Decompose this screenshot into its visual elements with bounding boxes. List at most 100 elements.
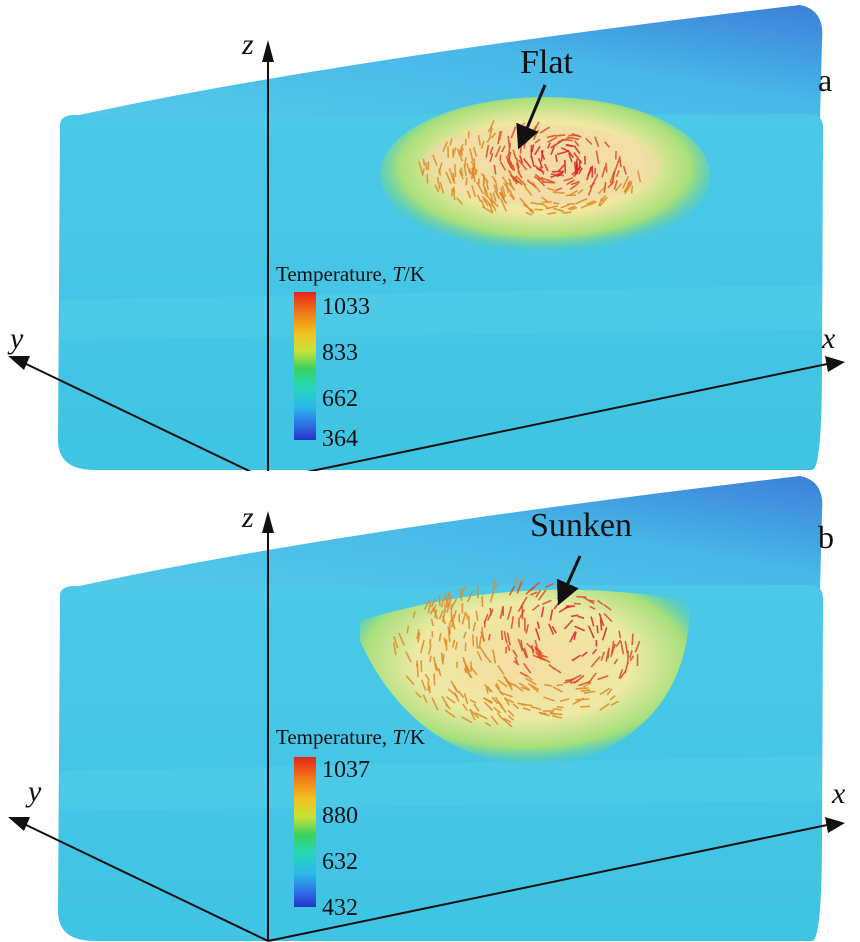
velocity-vector bbox=[482, 198, 489, 207]
velocity-vector bbox=[508, 585, 516, 596]
velocity-vector bbox=[564, 159, 567, 174]
velocity-vector bbox=[497, 679, 508, 688]
velocity-vector bbox=[567, 150, 574, 158]
x-axis-line bbox=[267, 823, 833, 942]
velocity-vector bbox=[485, 144, 490, 158]
velocity-vector bbox=[534, 651, 542, 661]
velocity-vector bbox=[456, 148, 464, 162]
velocity-vector bbox=[526, 642, 536, 652]
velocity-vector bbox=[583, 690, 596, 694]
velocity-vector bbox=[510, 161, 514, 171]
velocity-vector bbox=[459, 148, 464, 157]
colorbar-title-prefix: Temperature, bbox=[276, 725, 393, 749]
velocity-vector bbox=[471, 185, 477, 198]
velocity-vector bbox=[566, 179, 575, 186]
velocity-vector bbox=[492, 649, 497, 664]
velocity-vector bbox=[630, 185, 634, 194]
velocity-vector bbox=[525, 585, 535, 595]
velocity-vector bbox=[507, 709, 515, 717]
velocity-vector bbox=[519, 671, 528, 677]
velocity-vector bbox=[474, 712, 488, 720]
velocity-vector bbox=[551, 625, 557, 634]
velocity-vector bbox=[448, 592, 452, 602]
velocity-vector bbox=[544, 163, 549, 172]
velocity-vector bbox=[556, 187, 563, 191]
velocity-vector bbox=[482, 174, 485, 187]
velocity-vector bbox=[486, 685, 492, 693]
velocity-vector bbox=[558, 606, 569, 613]
velocity-vector bbox=[472, 634, 475, 647]
block-top-face bbox=[65, 476, 823, 601]
velocity-vector bbox=[549, 712, 563, 716]
velocity-vector bbox=[544, 582, 554, 589]
velocity-vector bbox=[463, 156, 467, 168]
velocity-vector bbox=[520, 596, 528, 608]
velocity-vector bbox=[508, 193, 515, 201]
velocity-vector bbox=[521, 648, 528, 659]
velocity-vector bbox=[550, 140, 562, 149]
y-axis-arrowhead bbox=[8, 817, 30, 831]
velocity-vector bbox=[547, 136, 558, 143]
velocity-vector bbox=[543, 696, 556, 702]
velocity-vector bbox=[610, 643, 617, 657]
velocity-vector bbox=[525, 211, 533, 216]
velocity-vector bbox=[535, 589, 542, 598]
block-top-face bbox=[65, 5, 823, 130]
velocity-vector bbox=[503, 630, 508, 644]
velocity-vector bbox=[567, 136, 580, 141]
velocity-vector bbox=[524, 677, 537, 686]
velocity-vector bbox=[449, 614, 455, 624]
velocity-vector bbox=[575, 687, 589, 690]
velocity-vector bbox=[420, 679, 427, 691]
velocity-vector bbox=[463, 631, 467, 639]
velocity-vector bbox=[488, 633, 491, 641]
velocity-vector bbox=[512, 164, 516, 172]
velocity-vector bbox=[532, 604, 540, 611]
velocity-vector bbox=[497, 130, 502, 145]
velocity-vector bbox=[430, 598, 436, 608]
velocity-vector bbox=[489, 127, 493, 137]
velocity-vector bbox=[450, 618, 455, 628]
velocity-vector bbox=[534, 173, 546, 183]
velocity-vector bbox=[497, 664, 505, 675]
velocity-vector bbox=[503, 717, 512, 723]
velocity-vector bbox=[448, 168, 455, 182]
weld-pool-b bbox=[360, 589, 690, 767]
velocity-vector bbox=[427, 601, 432, 613]
velocity-vector bbox=[580, 705, 591, 708]
velocity-vector bbox=[575, 197, 588, 205]
velocity-vector bbox=[600, 651, 606, 661]
velocity-vector bbox=[540, 606, 545, 618]
y-axis-line bbox=[21, 822, 269, 942]
velocity-vector bbox=[494, 180, 499, 192]
velocity-vector bbox=[472, 146, 478, 157]
velocity-vector bbox=[534, 208, 544, 211]
velocity-vector bbox=[530, 705, 542, 711]
y-axis-line bbox=[21, 361, 252, 471]
velocity-vector bbox=[578, 680, 591, 687]
velocity-vector bbox=[424, 162, 428, 171]
velocity-vector bbox=[568, 152, 573, 163]
velocity-vector bbox=[539, 165, 545, 175]
velocity-vector bbox=[510, 616, 515, 629]
velocity-vector bbox=[589, 605, 596, 610]
colorbar-tick: 833 bbox=[322, 340, 358, 366]
velocity-vector bbox=[493, 706, 501, 714]
velocity-vector bbox=[463, 693, 469, 705]
velocity-vector bbox=[607, 647, 610, 659]
velocity-vector bbox=[537, 589, 547, 601]
velocity-vector bbox=[444, 709, 456, 718]
velocity-vector bbox=[606, 688, 613, 696]
colorbar-tick-min: 432 bbox=[322, 895, 358, 921]
velocity-vector bbox=[525, 624, 529, 634]
velocity-vector bbox=[536, 621, 540, 629]
velocity-vector bbox=[432, 604, 437, 612]
velocity-vector bbox=[587, 183, 594, 196]
velocity-vector bbox=[513, 660, 520, 666]
velocity-vector bbox=[597, 186, 606, 195]
velocity-vector bbox=[554, 154, 558, 163]
velocity-vector bbox=[599, 618, 603, 631]
velocity-vector bbox=[611, 171, 616, 185]
velocity-vector bbox=[569, 631, 577, 643]
velocity-vector bbox=[517, 159, 528, 171]
